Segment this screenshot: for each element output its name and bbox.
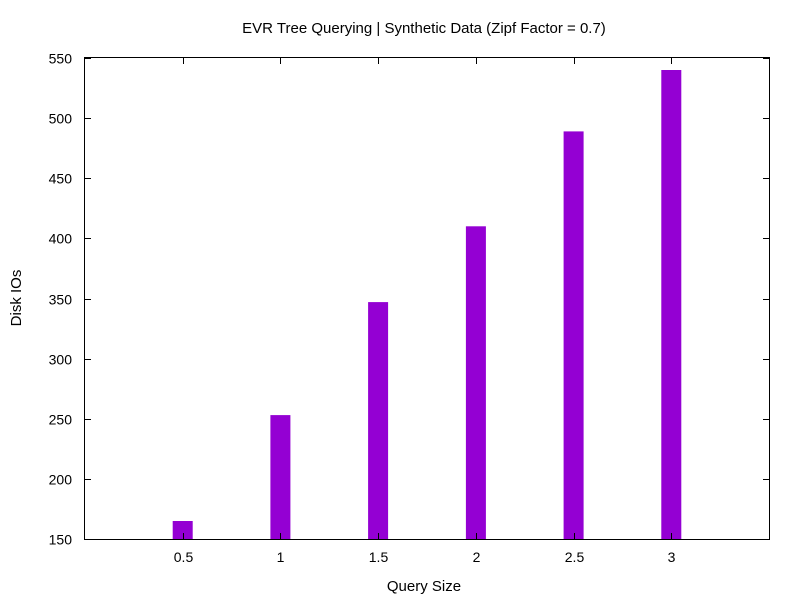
y-axis-label: Disk IOs	[8, 270, 25, 327]
y-tick-label: 550	[49, 51, 73, 67]
y-tick-label: 350	[49, 292, 73, 308]
bar-0-5	[172, 521, 193, 539]
bars-layer	[172, 70, 682, 540]
x-axis-label: Query Size	[387, 578, 461, 595]
bar-3	[661, 70, 682, 539]
plot-frame	[84, 57, 770, 540]
x-tick-label: 3	[668, 549, 676, 565]
bar-2-5	[563, 131, 584, 539]
x-tick-label: 2.5	[565, 549, 585, 565]
x-tick-label: 0.5	[174, 549, 194, 565]
bar-1	[270, 415, 291, 539]
x-tick-label: 1.5	[369, 549, 389, 565]
bar-2	[465, 226, 486, 540]
ticks-layer: 0.5 1 1.5 2 2.5 3 150 200 250 300 350 400 450 500 550	[49, 51, 769, 565]
y-tick-label: 450	[49, 171, 73, 187]
y-tick-label: 500	[49, 111, 73, 127]
y-tick-label: 400	[49, 231, 73, 247]
y-tick-label: 250	[49, 412, 73, 428]
y-tick-label: 300	[49, 352, 73, 368]
bar-1-5	[368, 302, 389, 539]
x-tick-label: 2	[473, 549, 481, 565]
x-tick-label: 1	[277, 549, 285, 565]
y-tick-label: 150	[49, 532, 73, 548]
y-tick-label: 200	[49, 472, 73, 488]
chart-title: EVR Tree Querying | Synthetic Data (Zipf…	[242, 20, 606, 37]
